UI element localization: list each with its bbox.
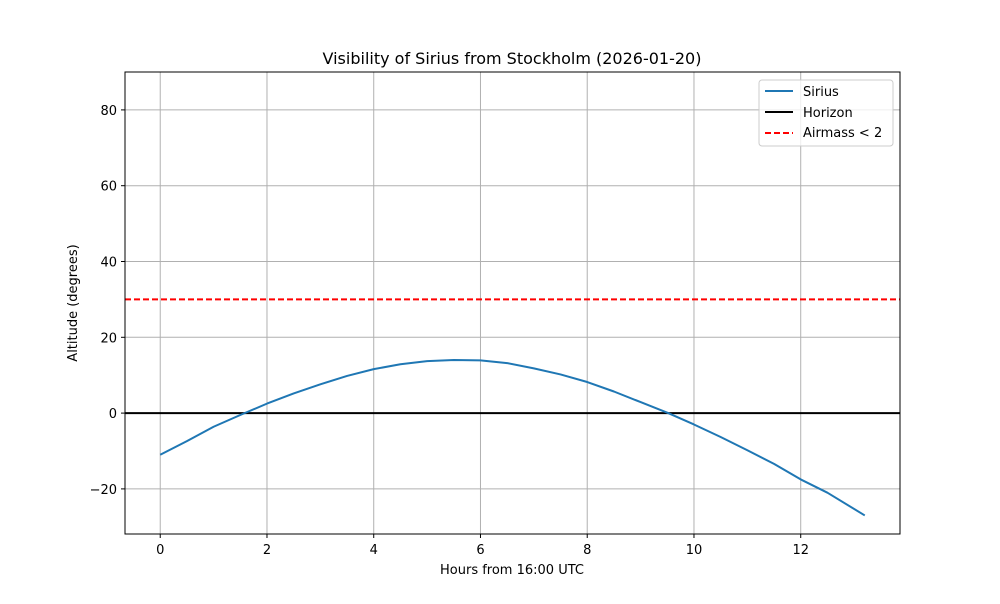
x-tick-label: 12 [792, 543, 809, 558]
legend-label-sirius: Sirius [803, 85, 839, 100]
y-axis-label: Altitude (degrees) [66, 244, 81, 361]
y-tick-label: −20 [90, 483, 117, 498]
chart-title: Visibility of Sirius from Stockholm (202… [323, 49, 702, 68]
y-ticks: −20 0 20 40 60 80 [90, 104, 125, 498]
x-ticks: 0 2 4 6 8 10 12 [156, 534, 809, 558]
series-layer [125, 298, 900, 517]
y-tick-label: 40 [100, 255, 117, 270]
legend-box [758, 79, 894, 147]
x-tick-label: 10 [686, 543, 703, 558]
legend-label-airmass: Airmass < 2 [803, 126, 882, 141]
y-tick-label: 0 [109, 407, 117, 422]
series-line-sirius [159, 359, 866, 517]
x-tick-label: 8 [583, 543, 591, 558]
y-tick-label: 20 [100, 331, 117, 346]
x-tick-label: 0 [156, 543, 164, 558]
y-tick-label: 60 [100, 180, 117, 195]
x-axis-label: Hours from 16:00 UTC [440, 563, 584, 578]
plot-frame [124, 71, 901, 535]
x-tick-label: 4 [370, 543, 378, 558]
x-tick-label: 6 [476, 543, 484, 558]
x-tick-label: 2 [263, 543, 271, 558]
y-tick-label: 80 [100, 104, 117, 119]
legend-label-horizon: Horizon [803, 106, 853, 121]
legend: Sirius Horizon Airmass < 2 [758, 79, 894, 147]
